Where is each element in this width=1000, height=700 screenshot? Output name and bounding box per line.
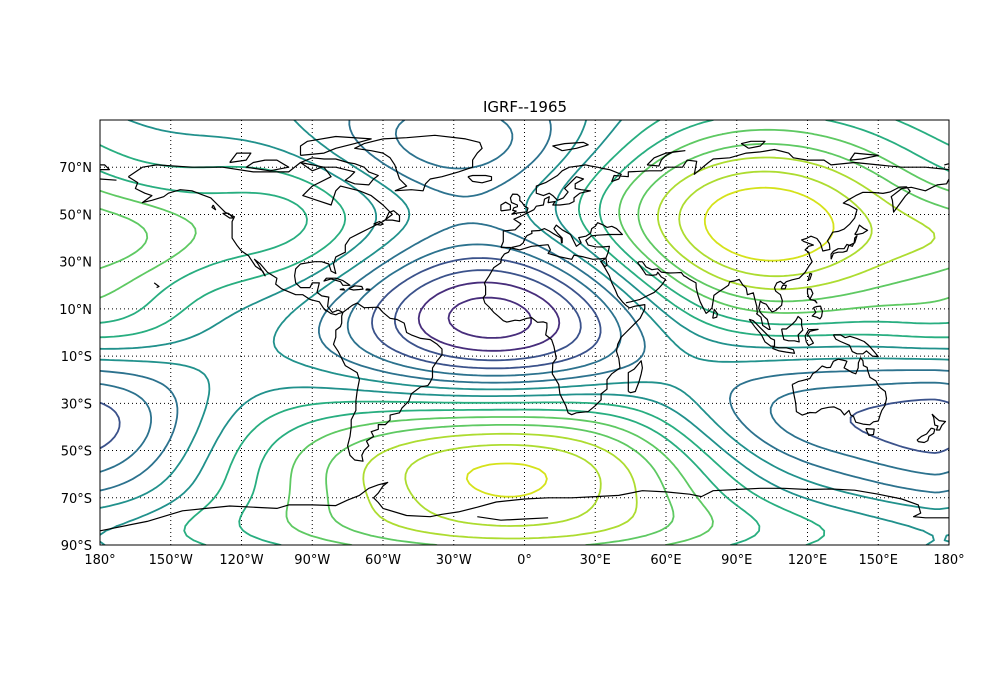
coastline — [100, 481, 949, 532]
x-tick-label: 150°E — [858, 553, 898, 568]
coastline — [854, 224, 869, 236]
coastline — [811, 305, 824, 320]
chart-title: IGRF--1965 — [483, 98, 567, 116]
coastline — [354, 134, 483, 192]
coastline — [804, 328, 819, 347]
coastline — [552, 141, 589, 152]
coastlines — [100, 134, 949, 532]
coastline — [332, 302, 443, 462]
contour-line — [100, 120, 949, 476]
y-tick-label: 50°N — [59, 208, 92, 223]
x-tick-label: 30°E — [580, 553, 611, 568]
coastline — [849, 152, 879, 161]
y-tick-label: 70°S — [61, 492, 92, 507]
coastline — [300, 157, 379, 186]
coastline — [323, 277, 351, 286]
coastline — [477, 516, 549, 521]
x-tick-label: 90°E — [721, 553, 752, 568]
coastline — [748, 318, 776, 347]
coastline — [780, 284, 787, 290]
coastline — [625, 178, 949, 330]
y-tick-label: 70°N — [59, 161, 92, 176]
coastline — [781, 315, 804, 343]
coastline — [646, 150, 686, 167]
coastline — [153, 282, 160, 289]
contour-line — [447, 296, 533, 339]
coastline — [323, 308, 327, 312]
contour-line — [100, 120, 949, 494]
coastline — [482, 247, 646, 416]
coastline — [245, 159, 290, 172]
coastline — [100, 164, 111, 171]
coastline — [100, 178, 117, 181]
coastline — [830, 235, 858, 260]
x-tick-label: 120°W — [219, 553, 263, 568]
x-tick-label: 120°E — [788, 553, 828, 568]
y-tick-label: 50°S — [61, 445, 92, 460]
y-tick-label: 30°N — [59, 256, 92, 271]
coastline — [299, 135, 372, 156]
y-tick-label: 30°S — [61, 397, 92, 412]
coastline — [229, 152, 252, 164]
coastline — [339, 288, 346, 291]
coastline — [211, 204, 217, 211]
coastline — [348, 285, 364, 291]
latitude-tick-labels: 70°N 50°N 30°N 10°N 10°S 30°S 50°S 70°S 90°S — [59, 161, 92, 554]
coastline — [365, 288, 371, 291]
longitude-tick-labels: 180° 150°W 120°W 90°W 60°W 30°W 0° 30°E 60°E 90°E… — [84, 553, 964, 568]
coastline — [627, 360, 644, 394]
y-tick-label: 90°S — [61, 539, 92, 554]
coastline — [600, 258, 608, 268]
coastline — [931, 413, 947, 431]
x-tick-label: 180° — [84, 553, 115, 568]
coastline — [509, 193, 529, 215]
coastline — [222, 212, 234, 219]
coastline — [916, 427, 936, 444]
x-tick-label: 90°W — [294, 553, 330, 568]
contour-line — [100, 143, 949, 545]
coastline — [712, 308, 719, 319]
x-tick-label: 0° — [517, 553, 532, 568]
x-tick-label: 30°W — [436, 553, 472, 568]
coastline — [865, 428, 875, 436]
coastline — [772, 346, 796, 354]
coastline — [373, 220, 384, 226]
x-tick-label: 60°W — [365, 553, 401, 568]
y-tick-label: 10°S — [61, 350, 92, 365]
contour-line — [362, 156, 936, 540]
y-tick-label: 10°N — [59, 303, 92, 318]
x-tick-label: 150°W — [149, 553, 193, 568]
coastline — [500, 222, 624, 260]
contour-line — [465, 186, 835, 498]
contour-line — [100, 257, 949, 454]
coastline — [806, 288, 818, 304]
coastline — [807, 272, 813, 282]
coastline — [127, 161, 393, 316]
coastline — [500, 148, 949, 248]
coastline — [384, 210, 401, 223]
coastline — [791, 357, 888, 426]
coastline — [500, 201, 511, 212]
x-tick-label: 180° — [933, 553, 964, 568]
contour-line — [404, 170, 873, 527]
coastline — [944, 163, 949, 166]
coastline — [467, 174, 493, 184]
coastline — [832, 334, 879, 358]
coastline — [740, 140, 766, 149]
contour-line — [417, 281, 561, 352]
x-tick-label: 60°E — [650, 553, 681, 568]
contour-line — [394, 269, 582, 362]
contour-line — [100, 120, 949, 545]
plot-frame — [99, 119, 950, 546]
